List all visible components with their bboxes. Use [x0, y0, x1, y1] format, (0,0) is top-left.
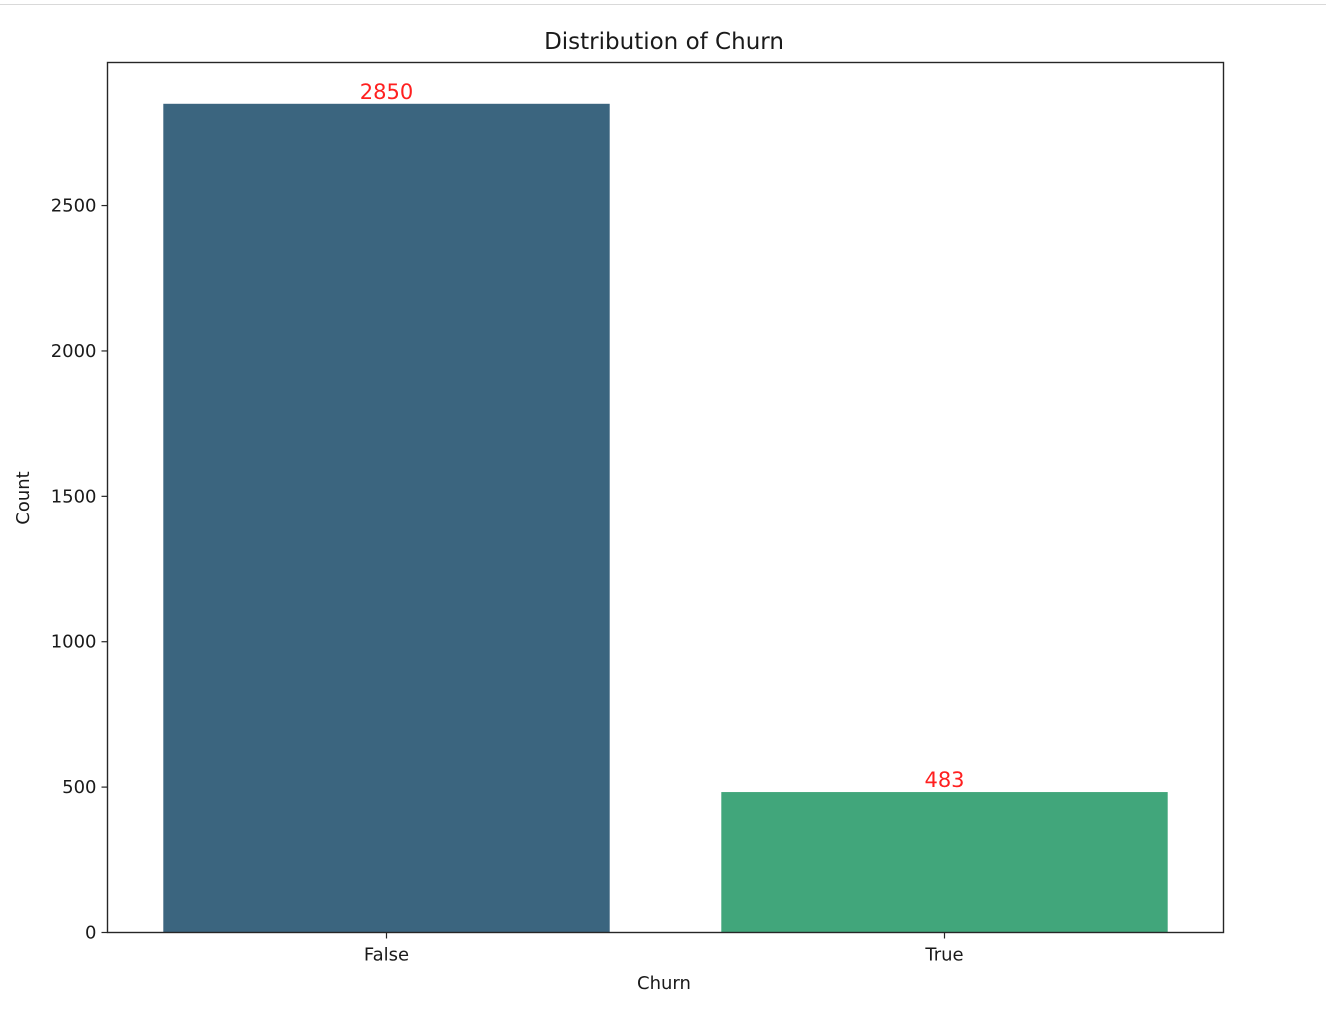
y-tick-label: 0 [85, 923, 96, 944]
chart-title: Distribution of Churn [544, 29, 784, 55]
y-tick-label: 1000 [51, 632, 97, 653]
bar-value-label: 483 [924, 768, 964, 792]
y-tick-label: 500 [62, 777, 96, 798]
x-axis-label: Churn [637, 973, 691, 994]
top-divider [0, 4, 1326, 5]
bar-false [163, 103, 610, 933]
x-tick-label: True [924, 945, 963, 966]
x-tick-label: False [364, 945, 409, 966]
y-tick-label: 1500 [51, 486, 97, 507]
bar-true [721, 792, 1168, 933]
y-axis-label: Count [13, 471, 34, 524]
bar-value-label: 2850 [360, 80, 413, 104]
plot-frame [106, 61, 1225, 934]
y-tick-label: 2000 [51, 341, 97, 362]
y-tick-label: 2500 [51, 196, 97, 217]
bars: 2850 483 [163, 80, 1168, 933]
axis-ticks: False True 0 500 1000 1500 2000 2500 [51, 196, 964, 966]
